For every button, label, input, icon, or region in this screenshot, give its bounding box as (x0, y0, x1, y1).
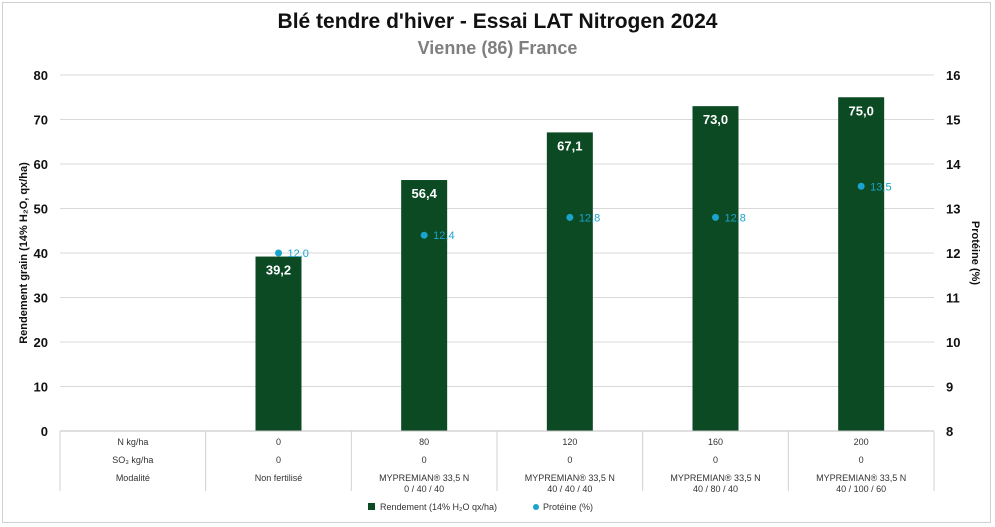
y-tick-label: 60 (34, 157, 48, 172)
table-cell-so3: 0 (276, 455, 281, 465)
table-cell-modalite-detail: 0 / 40 / 40 (404, 484, 444, 494)
bar-value-label: 56,4 (412, 186, 438, 201)
protein-value-label: 12,8 (725, 212, 746, 224)
legend-swatch-rendement (368, 503, 375, 510)
table-row-label: Modalité (116, 473, 150, 483)
y-tick-label: 10 (34, 380, 48, 395)
table-cell-modalite-detail: 40 / 40 / 40 (547, 484, 592, 494)
y-tick-label: 80 (34, 68, 48, 83)
y2-tick-label: 11 (946, 291, 960, 306)
table-cell-so3: 0 (567, 455, 572, 465)
bar (546, 132, 593, 431)
protein-point (712, 213, 719, 221)
bar (692, 106, 739, 432)
bar-value-label: 39,2 (266, 263, 291, 278)
legend-label-proteine: Protéine (%) (543, 502, 593, 512)
table-cell-modalite: MYPREMIAN® 33,5 N (670, 473, 760, 483)
y-tick-label: 70 (34, 113, 48, 128)
protein-point (857, 182, 865, 190)
chart-subtitle: Vienne (86) France (417, 38, 578, 58)
table-cell-modalite: Non fertilisé (255, 473, 303, 483)
table-cell-modalite-detail: 40 / 100 / 60 (836, 484, 886, 494)
y2-tick-label: 15 (946, 113, 960, 128)
bar-value-label: 75,0 (849, 103, 874, 118)
bar-value-label: 67,1 (557, 138, 582, 153)
table-cell-n: 0 (276, 437, 281, 447)
legend-swatch-proteine (533, 504, 539, 510)
protein-value-label: 12,0 (288, 248, 309, 260)
table-cell-so3: 0 (422, 455, 427, 465)
y2-tick-label: 13 (946, 202, 960, 217)
table-cell-modalite-detail: 40 / 80 / 40 (693, 484, 738, 494)
table-cell-n: 80 (419, 437, 429, 447)
y2-tick-label: 14 (946, 157, 961, 172)
protein-value-label: 12,4 (433, 230, 454, 242)
protein-value-label: 13,5 (870, 181, 891, 193)
table-row-label: N kg/ha (117, 437, 148, 447)
y-tick-label: 50 (34, 202, 48, 217)
bar (401, 180, 448, 431)
table-row-label: SO₃ kg/ha (112, 455, 153, 465)
y2-tick-label: 12 (946, 246, 960, 261)
table-cell-modalite: MYPREMIAN® 33,5 N (379, 473, 469, 483)
table-cell-n: 120 (562, 437, 577, 447)
y2-tick-label: 10 (946, 335, 960, 350)
y2-tick-label: 8 (946, 424, 953, 439)
bar (255, 256, 302, 431)
table-cell-so3: 0 (713, 455, 718, 465)
y2-tick-label: 16 (946, 68, 960, 83)
chart-title: Blé tendre d'hiver - Essai LAT Nitrogen … (277, 10, 718, 33)
bar-value-label: 73,0 (703, 112, 728, 127)
protein-point (420, 231, 428, 239)
table-cell-modalite: MYPREMIAN® 33,5 N (816, 473, 906, 483)
y-axis-title: Rendement grain (14% H₂O, qx/ha) (18, 162, 30, 344)
table-cell-so3: 0 (859, 455, 864, 465)
protein-value-label: 12,8 (579, 212, 600, 224)
y2-axis-title: Protéine (%) (969, 221, 981, 286)
y-tick-label: 40 (34, 246, 48, 261)
protein-point (566, 213, 574, 221)
y2-tick-label: 9 (946, 380, 953, 395)
bar (838, 97, 885, 431)
table-cell-n: 200 (854, 437, 869, 447)
table-cell-n: 160 (708, 437, 723, 447)
y-tick-label: 20 (34, 335, 48, 350)
protein-point (275, 249, 282, 257)
y-tick-label: 30 (34, 291, 48, 306)
legend-label-rendement: Rendement (14% H₂O qx/ha) (380, 502, 497, 512)
table-cell-modalite: MYPREMIAN® 33,5 N (525, 473, 615, 483)
y-tick-label: 0 (41, 424, 48, 439)
